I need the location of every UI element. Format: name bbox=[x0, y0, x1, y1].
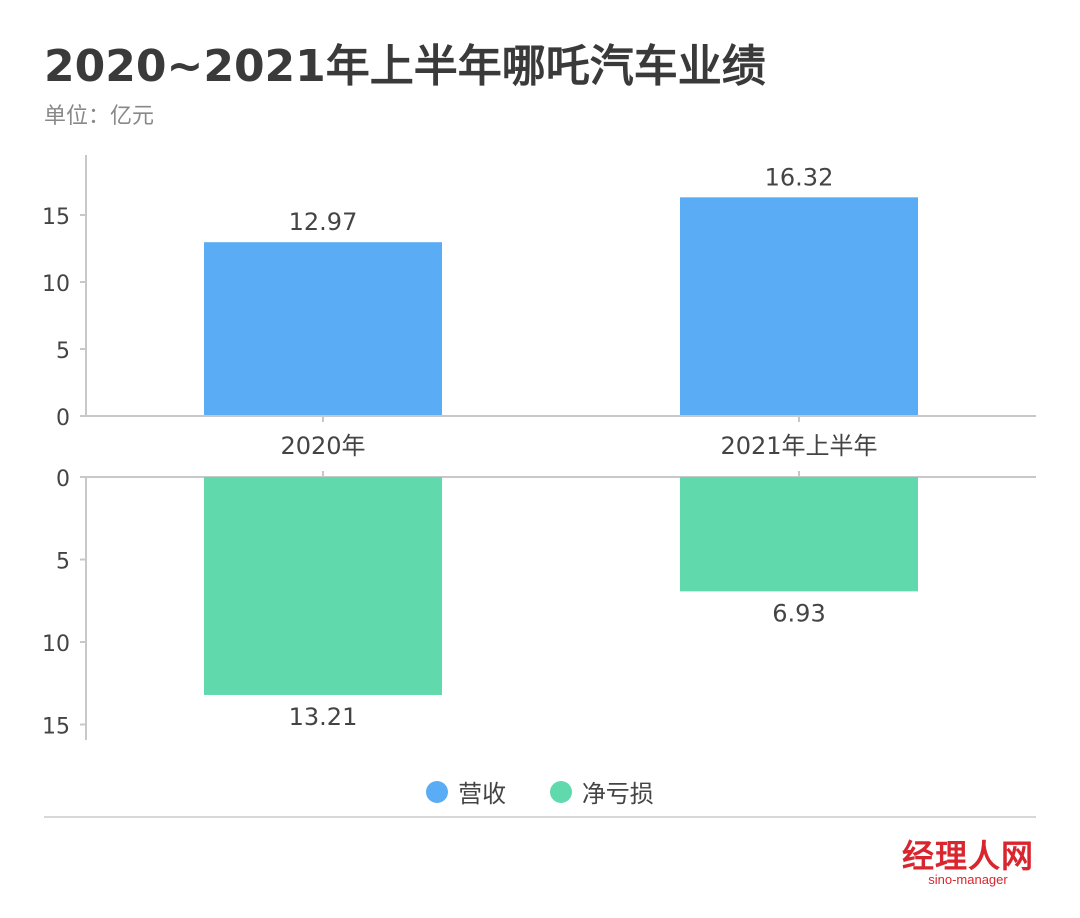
loss-data-label: 6.93 bbox=[772, 599, 825, 627]
revenue-data-label: 12.97 bbox=[289, 208, 358, 236]
chart-area: 0 5 10 15 12.97 16.32 2020年 2021年上半年 0 5 10 15 13.21… bbox=[42, 155, 1036, 740]
brand-subtitle: sino-manager bbox=[928, 872, 1008, 887]
unit-label: 单位：亿元 bbox=[44, 104, 155, 129]
loss-bar bbox=[204, 477, 442, 695]
revenue-bar bbox=[680, 197, 918, 416]
x-category-label: 2021年上半年 bbox=[720, 432, 877, 460]
bottom-y-tick-label: 15 bbox=[42, 715, 70, 740]
legend-label-revenue: 营收 bbox=[458, 780, 507, 808]
loss-bar bbox=[680, 477, 918, 592]
top-y-tick-label: 15 bbox=[42, 205, 70, 230]
legend: 营收 净亏损 bbox=[0, 774, 1080, 809]
chart-title: 2020~2021年上半年哪吒汽车业绩 bbox=[44, 41, 766, 92]
brand-logo: 经理人网 sino-manager bbox=[902, 838, 1034, 887]
legend-marker-revenue bbox=[426, 780, 449, 803]
revenue-data-label: 16.32 bbox=[765, 163, 834, 191]
x-category-label: 2020年 bbox=[280, 432, 365, 460]
bottom-y-tick-label: 10 bbox=[42, 632, 70, 657]
top-y-tick-label: 10 bbox=[42, 272, 70, 297]
top-y-tick-label: 5 bbox=[56, 339, 70, 364]
loss-data-label: 13.21 bbox=[289, 703, 358, 731]
legend-label-loss: 净亏损 bbox=[581, 780, 654, 808]
top-y-tick-label: 0 bbox=[56, 406, 70, 431]
bottom-y-tick-label: 0 bbox=[56, 467, 70, 492]
legend-marker-loss bbox=[549, 780, 572, 803]
bottom-y-tick-label: 5 bbox=[56, 550, 70, 575]
footer-divider bbox=[44, 816, 1036, 818]
legend-item-loss[interactable]: 净亏损 bbox=[549, 774, 654, 809]
legend-item-revenue[interactable]: 营收 bbox=[426, 774, 506, 809]
brand-name: 经理人网 bbox=[901, 837, 1034, 875]
revenue-bar bbox=[204, 242, 442, 416]
